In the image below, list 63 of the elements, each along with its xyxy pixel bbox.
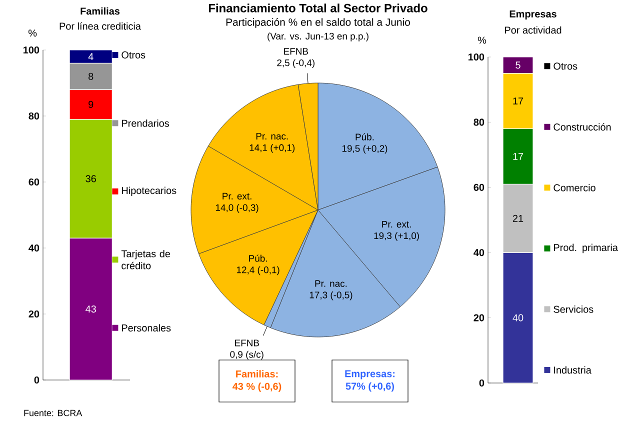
data-label: 8 (88, 72, 94, 80)
y-tick-label: 80 (474, 118, 484, 126)
data-label: 0,9 (s/c) (230, 350, 264, 360)
chart-subtitle: Participación % en el saldo total a Junio (226, 18, 410, 28)
source-note: Fuente: BCRA (24, 410, 82, 416)
chart-subtitle: Por actividad (505, 26, 562, 34)
data-label: 17 (513, 98, 524, 104)
legend-label: Comercio (554, 184, 596, 192)
y-tick-label: 0 (34, 376, 40, 384)
data-label: 36 (86, 175, 96, 182)
data-label: 12,4 (-0,1) (236, 266, 280, 276)
text: 43 % (-0,6) (232, 382, 282, 392)
y-tick-label: 40 (474, 249, 484, 256)
data-label: 21 (512, 214, 524, 222)
data-label: 4 (88, 53, 94, 60)
y-tick-label: 80 (28, 112, 40, 120)
data-label: 19,5 (+0,2) (342, 144, 388, 154)
text: (Var. vs. Jun-13 en p.p.) (268, 32, 368, 42)
y-tick-label: 60 (474, 184, 484, 191)
y-tick-label: 100 (468, 53, 484, 61)
data-label: 17,3 (-0,5) (310, 291, 352, 300)
slice-label: Púb. (249, 254, 267, 262)
data-label: 2,5 (-0,4) (277, 59, 314, 68)
text: Familias: (236, 370, 278, 378)
y-tick-label: 20 (28, 310, 40, 318)
data-label: 43 (86, 306, 96, 313)
y-axis-title: % (478, 36, 486, 44)
data-label: 14,1 (+0,1) (250, 144, 295, 153)
legend-label: Prod. primaria (554, 244, 618, 254)
slice-label: Pr. nac. (315, 280, 347, 287)
legend-label: Personales (122, 324, 171, 332)
chart-subtitle: Por línea crediticia (60, 22, 141, 30)
data-label: 5 (516, 62, 520, 69)
slice-label: EFNB (235, 340, 260, 346)
slice-label: Pr. nac. (256, 132, 288, 140)
slice-label: Púb. (356, 133, 374, 140)
legend-label: Industria (554, 366, 592, 374)
y-tick-label: 100 (23, 46, 40, 54)
y-axis-title: % (28, 30, 37, 37)
slice-label: EFNB (284, 48, 308, 55)
text: 57% (+0,6) (346, 382, 394, 392)
y-tick-label: 60 (28, 178, 40, 186)
data-label: 40 (512, 314, 524, 322)
y-tick-label: 20 (474, 314, 484, 322)
data-label: 14,0 (-0,3) (216, 204, 258, 213)
chart-title: Financiamiento Total al Sector Privado (208, 4, 428, 12)
legend-label: Construcción (554, 123, 611, 131)
legend-label: Tarjetas de crédito (121, 250, 170, 270)
data-label: 19,3 (+1,0) (374, 232, 419, 241)
slice-label: Pr. ext. (382, 220, 411, 228)
legend-label: Otros (554, 62, 578, 70)
data-label: 9 (88, 100, 94, 108)
y-tick-label: 40 (28, 244, 40, 252)
slice-label: Pr. ext. (222, 192, 252, 200)
legend-label: Servicios (554, 306, 594, 313)
legend-label: Otros (122, 51, 146, 58)
data-label: 17 (513, 152, 524, 160)
y-tick-label: 0 (479, 379, 484, 387)
legend-label: Prendarios (122, 120, 170, 127)
chart-title: Familias (80, 7, 120, 15)
legend-label: Hipotecarios (122, 186, 176, 196)
chart-title: Empresas (510, 10, 556, 20)
text: Empresas: (345, 370, 395, 380)
